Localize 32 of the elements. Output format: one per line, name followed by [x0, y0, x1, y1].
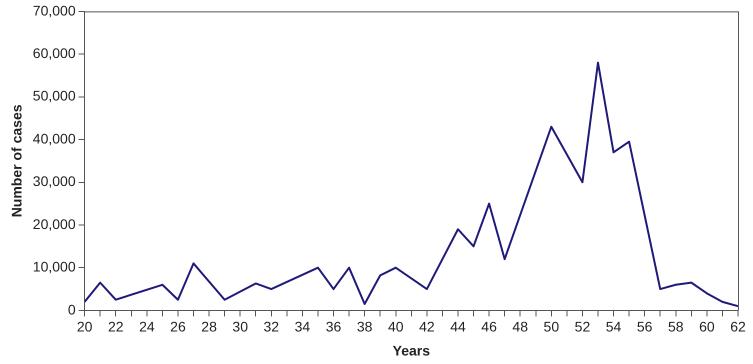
x-tick-label: 50 — [544, 318, 560, 335]
x-tick-label: 44 — [450, 318, 466, 335]
x-tick-label: 62 — [730, 318, 746, 335]
x-tick-label: 48 — [512, 318, 528, 335]
x-tick-label: 56 — [636, 318, 653, 335]
x-tick-label: 28 — [201, 318, 218, 335]
x-tick-label: 46 — [481, 318, 498, 335]
x-tick-label: 34 — [294, 318, 310, 335]
x-tick-label: 22 — [108, 318, 124, 335]
x-tick-label: 52 — [574, 318, 590, 335]
x-axis-title: Years — [392, 342, 430, 358]
y-tick-label: 0 — [68, 301, 76, 318]
x-tick-label: 38 — [356, 318, 373, 335]
y-tick-label: 30,000 — [32, 173, 76, 190]
y-tick-label: 50,000 — [32, 88, 76, 104]
x-tick-label: 30 — [232, 318, 248, 335]
x-tick-label: 60 — [699, 318, 715, 335]
x-tick-label: 20 — [76, 318, 93, 335]
x-tick-label: 24 — [139, 318, 155, 335]
y-tick-label: 20,000 — [32, 216, 76, 232]
x-tick-label: 42 — [419, 318, 435, 335]
x-tick-label: 54 — [606, 318, 622, 335]
x-tick-label: 36 — [326, 318, 342, 335]
x-tick-label: 40 — [388, 318, 404, 335]
y-tick-label: 70,000 — [32, 2, 76, 18]
x-tick-label: 26 — [170, 318, 186, 335]
y-axis-title: Number of cases — [8, 104, 24, 218]
x-tick-label: 58 — [668, 318, 684, 335]
y-tick-label: 40,000 — [32, 130, 76, 146]
y-tick-label: 60,000 — [32, 44, 76, 61]
x-tick-label: 32 — [264, 318, 280, 335]
y-tick-label: 10,000 — [32, 258, 76, 275]
